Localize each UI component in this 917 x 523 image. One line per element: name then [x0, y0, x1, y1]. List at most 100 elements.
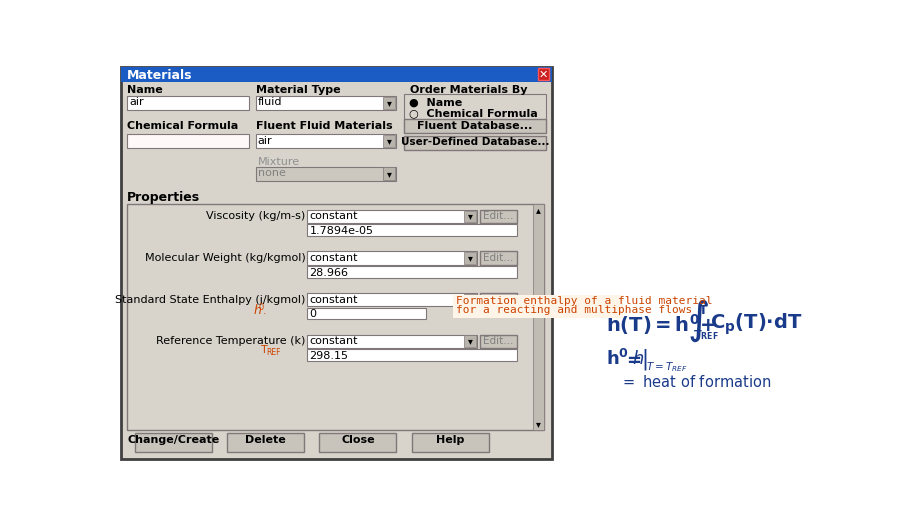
Text: Reference Temperature (k): Reference Temperature (k) — [156, 336, 305, 346]
Bar — [480, 335, 516, 348]
Text: fluid: fluid — [258, 97, 282, 107]
Bar — [480, 293, 516, 306]
Text: ✕: ✕ — [539, 70, 548, 79]
Bar — [307, 335, 477, 348]
Text: ▾: ▾ — [387, 168, 392, 179]
Text: Properties: Properties — [127, 191, 200, 204]
Bar — [307, 224, 516, 236]
Text: Chemical Formula: Chemical Formula — [127, 120, 238, 131]
Bar — [404, 94, 546, 128]
Text: Formation enthalpy of a fluid material: Formation enthalpy of a fluid material — [457, 296, 713, 306]
Text: User-Defined Database...: User-Defined Database... — [401, 138, 549, 147]
Text: Edit...: Edit... — [483, 294, 514, 304]
Bar — [307, 293, 477, 306]
Text: REF: REF — [266, 348, 281, 357]
Text: Fluent Fluid Materials: Fluent Fluid Materials — [256, 120, 392, 131]
Bar — [256, 96, 395, 110]
Text: $\mathbf{T}$: $\mathbf{T}$ — [698, 304, 709, 317]
Text: Viscosity (kg/m-s): Viscosity (kg/m-s) — [206, 211, 305, 221]
Text: 298.15: 298.15 — [309, 351, 348, 361]
Text: ▾: ▾ — [468, 253, 473, 263]
Bar — [404, 136, 546, 150]
Text: h: h — [253, 304, 261, 317]
Bar — [534, 203, 545, 430]
Text: Materials: Materials — [127, 69, 193, 82]
Bar — [121, 66, 552, 82]
Text: $\mathbf{=}$: $\mathbf{=}$ — [623, 350, 641, 368]
Text: ○  Chemical Formula: ○ Chemical Formula — [409, 108, 537, 118]
Text: $\mathit{T{=}T_{REF}}$: $\mathit{T{=}T_{REF}}$ — [646, 360, 687, 374]
Text: 0: 0 — [259, 303, 264, 312]
Text: ▾: ▾ — [536, 419, 541, 429]
Bar — [256, 134, 395, 148]
Text: Edit...: Edit... — [483, 253, 514, 263]
Text: constant: constant — [309, 211, 358, 221]
Text: ▾: ▾ — [468, 294, 473, 304]
Bar — [307, 210, 477, 223]
Bar — [307, 349, 516, 361]
Text: $\mathbf{h^0}$: $\mathbf{h^0}$ — [606, 349, 629, 369]
Bar — [319, 433, 396, 451]
Text: Order Materials By: Order Materials By — [410, 85, 527, 95]
Text: Fluent Database...: Fluent Database... — [417, 120, 533, 131]
Text: none: none — [258, 168, 286, 178]
Text: constant: constant — [309, 253, 358, 263]
Text: $\mathbf{T_{REF}}$: $\mathbf{T_{REF}}$ — [693, 328, 719, 342]
Text: ▴: ▴ — [536, 205, 541, 215]
Text: Close: Close — [341, 435, 375, 445]
Bar — [464, 252, 476, 264]
Text: $|$: $|$ — [641, 347, 647, 372]
Bar — [464, 335, 476, 347]
Text: Molecular Weight (kg/kgmol): Molecular Weight (kg/kgmol) — [145, 253, 305, 263]
Bar — [127, 134, 249, 148]
Text: ▾: ▾ — [387, 137, 392, 146]
Bar — [307, 266, 516, 278]
Text: $= $ heat of formation: $= $ heat of formation — [620, 374, 771, 390]
Bar — [480, 210, 516, 223]
Bar — [135, 433, 212, 451]
Text: 28.966: 28.966 — [309, 268, 348, 278]
Text: ▾: ▾ — [387, 98, 392, 108]
Bar — [464, 294, 476, 305]
Text: Material Type: Material Type — [256, 85, 340, 95]
Text: Mixture: Mixture — [258, 157, 300, 167]
Text: $\int$: $\int$ — [687, 298, 709, 344]
Text: T: T — [261, 345, 268, 355]
Bar — [480, 252, 516, 265]
Text: Name: Name — [127, 85, 162, 95]
Text: Edit...: Edit... — [483, 336, 514, 346]
Bar — [404, 119, 546, 133]
Text: $\mathit{h}$: $\mathit{h}$ — [632, 350, 645, 368]
Text: constant: constant — [309, 336, 358, 346]
Bar — [256, 167, 395, 180]
Bar — [383, 135, 395, 147]
Text: ▾: ▾ — [468, 336, 473, 346]
Bar — [127, 203, 545, 430]
Bar — [538, 68, 549, 81]
Bar — [412, 433, 489, 451]
Bar — [121, 66, 552, 459]
Bar — [383, 167, 395, 180]
Text: 1.7894e-05: 1.7894e-05 — [309, 226, 373, 236]
Text: Help: Help — [436, 435, 465, 445]
Text: ●  Name: ● Name — [409, 97, 462, 107]
Text: air: air — [129, 97, 144, 107]
Bar — [307, 252, 477, 265]
Text: Delete: Delete — [245, 435, 286, 445]
Text: for a reacting and multiphase flows: for a reacting and multiphase flows — [457, 305, 692, 315]
Text: Change/Create: Change/Create — [127, 435, 219, 445]
Text: Edit...: Edit... — [483, 211, 514, 221]
Text: .: . — [262, 306, 266, 316]
Bar — [227, 433, 304, 451]
Text: $\mathbf{C_p(T){\cdot}dT}$: $\mathbf{C_p(T){\cdot}dT}$ — [710, 312, 802, 337]
Text: constant: constant — [309, 294, 358, 304]
Text: air: air — [258, 136, 272, 146]
Bar — [383, 97, 395, 109]
Text: 0: 0 — [309, 309, 316, 319]
Bar — [307, 308, 426, 319]
Text: ▾: ▾ — [468, 211, 473, 221]
Text: Standard State Enthalpy (j/kgmol): Standard State Enthalpy (j/kgmol) — [116, 294, 305, 304]
Text: $\mathbf{h(T){=}h^0{+}}$: $\mathbf{h(T){=}h^0{+}}$ — [606, 312, 715, 337]
Bar — [127, 96, 249, 110]
Bar — [464, 211, 476, 222]
